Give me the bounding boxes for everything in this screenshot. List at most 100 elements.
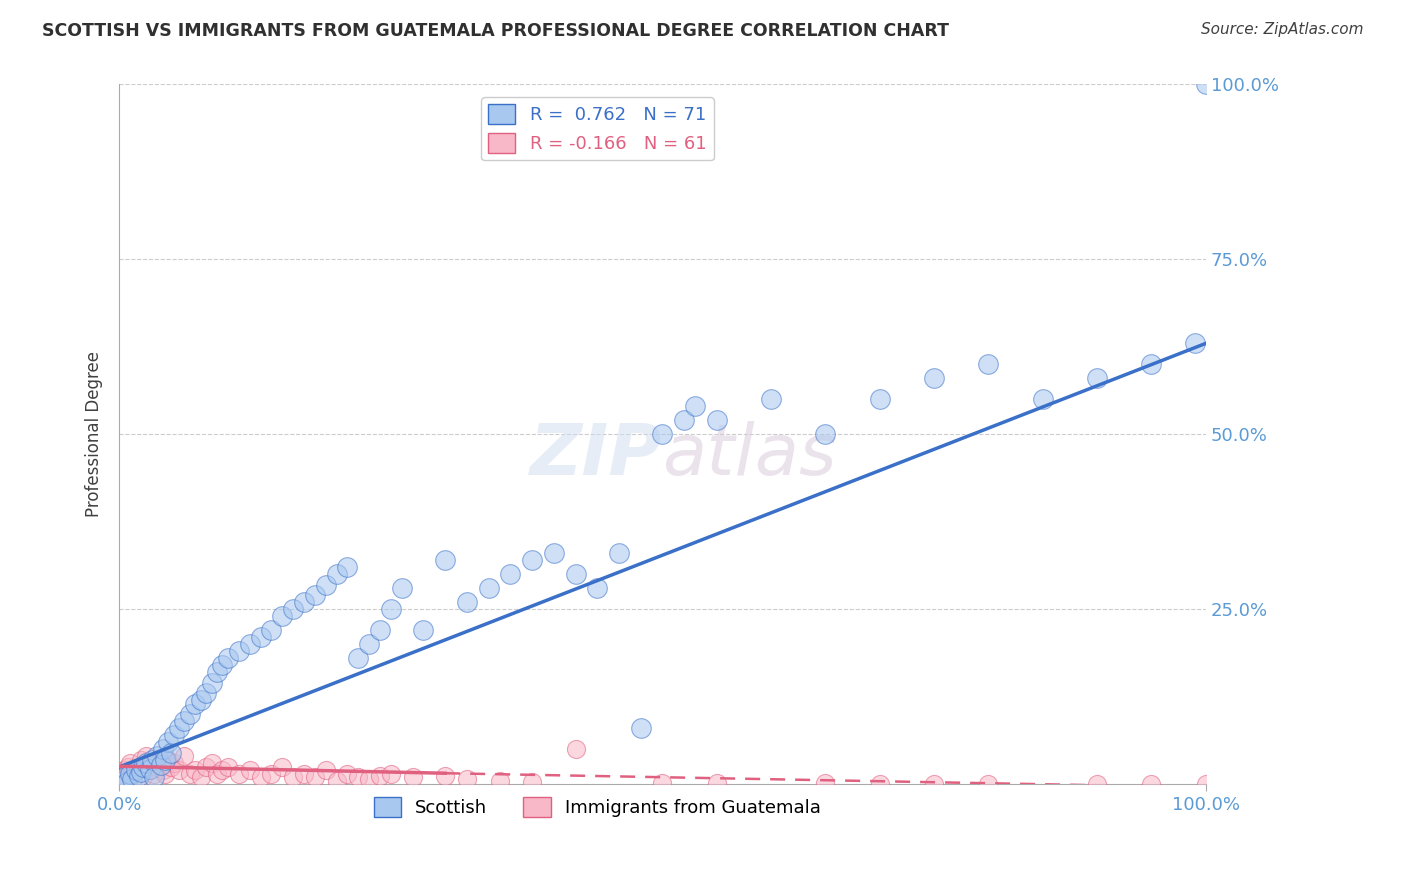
Immigrants from Guatemala <box>869 777 891 791</box>
Immigrants from Guatemala <box>922 777 945 791</box>
Immigrants from Guatemala <box>304 771 326 785</box>
Immigrants from Guatemala <box>135 749 157 764</box>
Immigrants from Guatemala <box>190 771 212 785</box>
Scottish <box>115 775 138 789</box>
Scottish <box>1032 392 1054 407</box>
Immigrants from Guatemala <box>228 767 250 781</box>
Immigrants from Guatemala <box>117 760 139 774</box>
Scottish <box>1195 78 1218 92</box>
Scottish <box>630 722 652 736</box>
Immigrants from Guatemala <box>195 760 218 774</box>
Immigrants from Guatemala <box>112 764 135 778</box>
Scottish <box>683 400 706 414</box>
Scottish <box>239 637 262 651</box>
Scottish <box>114 771 136 785</box>
Immigrants from Guatemala <box>138 764 160 778</box>
Immigrants from Guatemala <box>249 771 271 785</box>
Scottish <box>173 714 195 729</box>
Scottish <box>391 582 413 596</box>
Scottish <box>205 665 228 680</box>
Scottish <box>1140 358 1163 372</box>
Scottish <box>146 749 169 764</box>
Scottish <box>412 624 434 638</box>
Scottish <box>304 589 326 603</box>
Scottish <box>1085 371 1108 385</box>
Immigrants from Guatemala <box>292 767 315 781</box>
Scottish <box>347 651 370 665</box>
Immigrants from Guatemala <box>434 769 457 783</box>
Scottish <box>149 757 172 772</box>
Immigrants from Guatemala <box>260 767 283 781</box>
Immigrants from Guatemala <box>564 742 586 756</box>
Immigrants from Guatemala <box>201 756 224 771</box>
Immigrants from Guatemala <box>152 764 174 778</box>
Scottish <box>162 728 184 742</box>
Immigrants from Guatemala <box>114 771 136 785</box>
Immigrants from Guatemala <box>162 756 184 771</box>
Scottish <box>869 392 891 407</box>
Immigrants from Guatemala <box>149 756 172 771</box>
Scottish <box>152 742 174 756</box>
Immigrants from Guatemala <box>520 775 543 789</box>
Text: ZIP: ZIP <box>530 421 662 490</box>
Scottish <box>543 546 565 560</box>
Scottish <box>167 722 190 736</box>
Scottish <box>249 631 271 645</box>
Scottish <box>128 769 150 783</box>
Immigrants from Guatemala <box>271 760 294 774</box>
Immigrants from Guatemala <box>132 771 155 785</box>
Immigrants from Guatemala <box>368 769 391 783</box>
Scottish <box>211 658 233 673</box>
Scottish <box>153 753 176 767</box>
Immigrants from Guatemala <box>167 764 190 778</box>
Immigrants from Guatemala <box>380 767 402 781</box>
Immigrants from Guatemala <box>179 767 201 781</box>
Scottish <box>368 624 391 638</box>
Immigrants from Guatemala <box>110 767 132 781</box>
Immigrants from Guatemala <box>651 776 673 790</box>
Scottish <box>111 773 134 788</box>
Scottish <box>138 762 160 776</box>
Immigrants from Guatemala <box>347 771 370 785</box>
Scottish <box>260 624 283 638</box>
Scottish <box>499 567 522 582</box>
Scottish <box>292 595 315 609</box>
Immigrants from Guatemala <box>401 771 423 785</box>
Immigrants from Guatemala <box>814 776 837 790</box>
Scottish <box>520 553 543 567</box>
Scottish <box>325 567 347 582</box>
Immigrants from Guatemala <box>124 764 146 778</box>
Legend: Scottish, Immigrants from Guatemala: Scottish, Immigrants from Guatemala <box>367 790 828 824</box>
Immigrants from Guatemala <box>173 749 195 764</box>
Immigrants from Guatemala <box>336 767 359 781</box>
Scottish <box>586 582 609 596</box>
Scottish <box>673 413 696 427</box>
Scottish <box>922 371 945 385</box>
Scottish <box>651 427 673 442</box>
Immigrants from Guatemala <box>205 767 228 781</box>
Immigrants from Guatemala <box>239 764 262 778</box>
Immigrants from Guatemala <box>160 760 183 774</box>
Immigrants from Guatemala <box>129 753 152 767</box>
Scottish <box>141 753 163 767</box>
Scottish <box>434 553 457 567</box>
Scottish <box>380 602 402 616</box>
Immigrants from Guatemala <box>1195 777 1218 791</box>
Immigrants from Guatemala <box>211 764 233 778</box>
Immigrants from Guatemala <box>128 760 150 774</box>
Immigrants from Guatemala <box>184 764 207 778</box>
Immigrants from Guatemala <box>488 773 510 788</box>
Immigrants from Guatemala <box>456 772 478 786</box>
Y-axis label: Professional Degree: Professional Degree <box>86 351 103 517</box>
Scottish <box>217 651 239 665</box>
Immigrants from Guatemala <box>706 776 728 790</box>
Scottish <box>814 427 837 442</box>
Immigrants from Guatemala <box>141 756 163 771</box>
Immigrants from Guatemala <box>977 777 1000 791</box>
Scottish <box>132 760 155 774</box>
Scottish <box>456 595 478 609</box>
Scottish <box>160 746 183 760</box>
Scottish <box>977 358 1000 372</box>
Text: SCOTTISH VS IMMIGRANTS FROM GUATEMALA PROFESSIONAL DEGREE CORRELATION CHART: SCOTTISH VS IMMIGRANTS FROM GUATEMALA PR… <box>42 22 949 40</box>
Scottish <box>135 756 157 771</box>
